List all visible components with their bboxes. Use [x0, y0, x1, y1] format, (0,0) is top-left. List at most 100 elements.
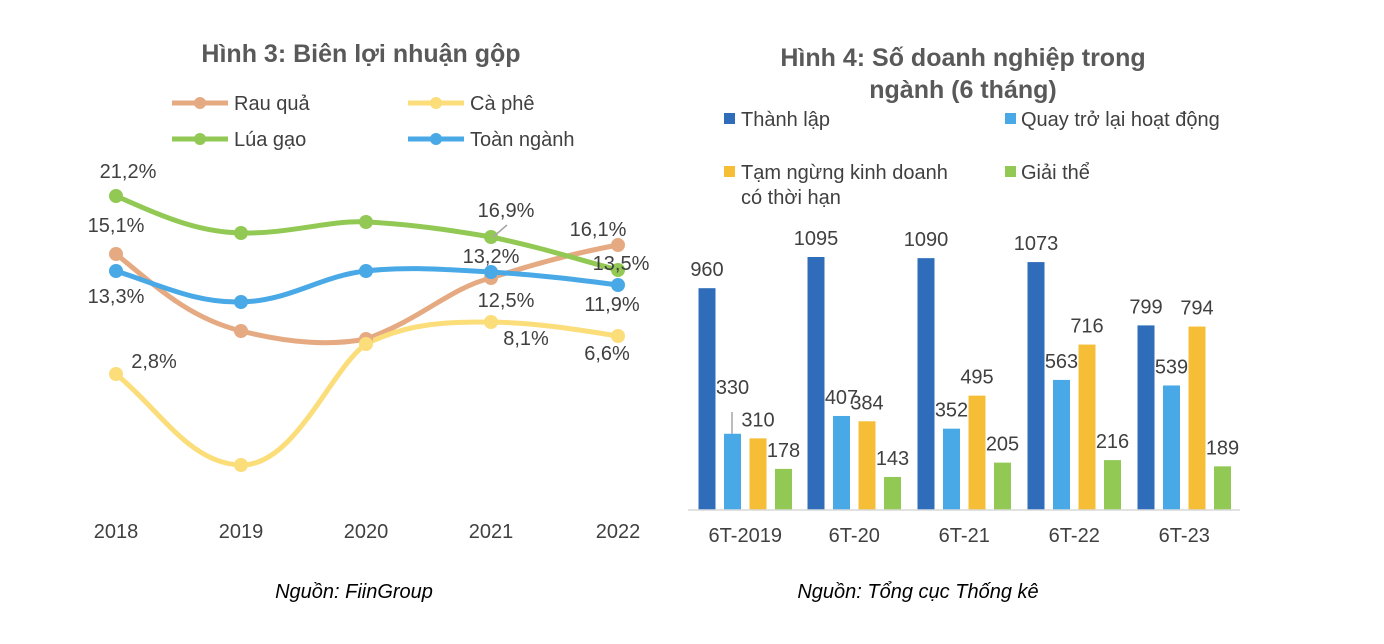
line-series-ca-phe [113, 319, 621, 468]
bar-tam-ngung-6t-23 [1188, 326, 1206, 510]
label-quay-tro-lai-6t-21: 352 [935, 400, 968, 422]
label-quay-tro-lai-6t-23: 539 [1155, 356, 1188, 378]
marker-ca-phe-2018 [109, 367, 123, 381]
label-toan-nganh-2022: 11,9% [584, 294, 639, 316]
label-lua-gao-2021: 16,9% [478, 200, 535, 222]
label-rau-qua-2022: 16,1% [570, 219, 627, 241]
legend-label-tam-ngung-line1: Tạm ngừng kinh doanh [741, 162, 948, 184]
bar-quay-tro-lai-6t-21 [943, 428, 960, 510]
leader-line-16-9 [492, 224, 508, 238]
label-tam-ngung-6t-23: 794 [1180, 298, 1213, 320]
legend-item-giai-the: Giải thể [1005, 162, 1090, 184]
legend-marker-toan-nganh [430, 133, 442, 145]
marker-toan-nganh-2018 [109, 264, 123, 278]
bar-marks [698, 257, 1231, 510]
label-giai-the-6t-21: 205 [986, 434, 1019, 456]
legend-label-ca-phe: Cà phê [470, 93, 535, 115]
label-lua-gao-2018: 21,2% [100, 161, 157, 183]
marker-lua-gao-2021 [484, 230, 498, 244]
legend-item-thanh-lap: Thành lập [724, 109, 830, 131]
bar-tam-ngung-6t-21 [968, 395, 986, 510]
bar-tam-ngung-6t-22 [1078, 344, 1096, 510]
line-chart-title: Hình 3: Biên lợi nhuận gộp [201, 40, 520, 68]
label-giai-the-6t-2019: 178 [767, 440, 800, 462]
marker-toan-nganh-2022 [611, 278, 625, 292]
label-tam-ngung-6t-20: 384 [850, 392, 883, 414]
label-tam-ngung-6t-22: 716 [1070, 316, 1103, 338]
marker-ca-phe-2020 [359, 337, 373, 351]
marker-lua-gao-2020 [359, 215, 373, 229]
bar-quay-tro-lai-6t-23 [1163, 385, 1180, 510]
label-ca-phe-2021: 12,5% [478, 290, 535, 312]
label-ca-phe-2022: 6,6% [584, 343, 630, 365]
bar-giai-the-6t-20 [884, 476, 901, 510]
legend-item-tam-ngung: Tạm ngừng kinh doanh có thời hạn [724, 162, 948, 209]
legend-item-toan-nganh: Toàn ngành [408, 129, 575, 151]
line-data-labels: 21,2% 15,1% 13,3% 2,8% 16,9% 13,2% 12,5%… [88, 161, 650, 373]
label-giai-the-6t-22: 216 [1096, 431, 1129, 453]
x-tick-2020: 2020 [344, 521, 389, 543]
x-tick-6t-22: 6T-22 [1049, 525, 1100, 547]
x-tick-2019: 2019 [219, 521, 264, 543]
bar-tam-ngung-6t-2019 [749, 438, 767, 510]
legend-label-toan-nganh: Toàn ngành [470, 129, 575, 151]
x-tick-6t-20: 6T-20 [829, 525, 880, 547]
legend-label-lua-gao: Lúa gạo [234, 129, 306, 151]
bar-thanh-lap-6t-22 [1027, 262, 1045, 510]
legend-label-quay-tro-lai: Quay trở lại hoạt động [1021, 109, 1220, 131]
legend-item-rau-qua: Rau quả [172, 93, 310, 115]
marker-toan-nganh-2021 [484, 265, 498, 279]
bar-quay-tro-lai-6t-22 [1053, 379, 1070, 510]
bar-quay-tro-lai-6t-2019 [724, 433, 741, 510]
legend-label-rau-qua: Rau quả [234, 93, 310, 115]
label-quay-tro-lai-6t-22: 563 [1045, 351, 1078, 373]
line-chart: Hình 3: Biên lợi nhuận gộp Rau quả Cà ph… [88, 40, 650, 603]
legend-label-thanh-lap: Thành lập [741, 109, 830, 131]
legend-label-giai-the: Giải thể [1021, 162, 1090, 184]
line-legend: Rau quả Cà phê Lúa gạo Toàn ngành [172, 93, 575, 151]
label-lua-gao-2022: 13,5% [593, 253, 650, 275]
legend-label-tam-ngung-line2: có thời hạn [741, 187, 841, 209]
x-tick-6t-2019: 6T-2019 [709, 525, 782, 547]
bar-chart-title-line1: Hình 4: Số doanh nghiệp trong [780, 44, 1145, 72]
label-quay-tro-lai-6t-2019: 330 [716, 377, 749, 399]
marker-lua-gao-2022 [611, 263, 625, 277]
bar-legend: Thành lập Quay trở lại hoạt động Tạm ngừ… [724, 109, 1220, 209]
bar-tam-ngung-6t-20 [858, 421, 876, 510]
x-tick-2021: 2021 [469, 521, 514, 543]
x-tick-2022: 2022 [596, 521, 641, 543]
label-thanh-lap-6t-2019: 960 [690, 259, 723, 281]
label-thanh-lap-6t-23: 799 [1129, 296, 1162, 318]
bar-giai-the-6t-21 [994, 462, 1011, 510]
label-thanh-lap-6t-21: 1090 [904, 229, 949, 251]
label-toan-nganh-2018: 13,3% [88, 286, 145, 308]
marker-rau-qua-2019 [234, 324, 248, 338]
bar-quay-tro-lai-6t-20 [833, 415, 850, 510]
line-x-axis: 2018 2019 2020 2021 2022 [94, 521, 641, 543]
marker-ca-phe-2022 [611, 329, 625, 343]
legend-marker-lua-gao [194, 133, 206, 145]
line-series-lua-gao [113, 193, 621, 273]
bar-thanh-lap-6t-2019 [698, 288, 716, 510]
legend-item-lua-gao: Lúa gạo [172, 129, 306, 151]
bar-x-axis: 6T-2019 6T-20 6T-21 6T-22 6T-23 [709, 525, 1210, 547]
marker-toan-nganh-2019 [234, 295, 248, 309]
bar-thanh-lap-6t-20 [807, 257, 825, 510]
label-toan-nganh-2021: 8,1% [503, 328, 549, 350]
label-tam-ngung-6t-2019: 310 [741, 409, 774, 431]
marker-toan-nganh-2020 [359, 264, 373, 278]
marker-ca-phe-2019 [234, 458, 248, 472]
legend-swatch-thanh-lap [724, 113, 735, 124]
label-tam-ngung-6t-21: 495 [960, 367, 993, 389]
legend-marker-ca-phe [430, 97, 442, 109]
marker-rau-qua-2018 [109, 247, 123, 261]
x-tick-6t-21: 6T-21 [939, 525, 990, 547]
legend-swatch-giai-the [1005, 166, 1016, 177]
marker-ca-phe-2021 [484, 315, 498, 329]
bar-chart-title-line2: ngành (6 tháng) [869, 76, 1056, 104]
label-thanh-lap-6t-20: 1095 [794, 228, 839, 250]
bar-chart: Hình 4: Số doanh nghiệp trong ngành (6 t… [688, 44, 1240, 603]
label-ca-phe-2018: 2,8% [131, 351, 177, 373]
